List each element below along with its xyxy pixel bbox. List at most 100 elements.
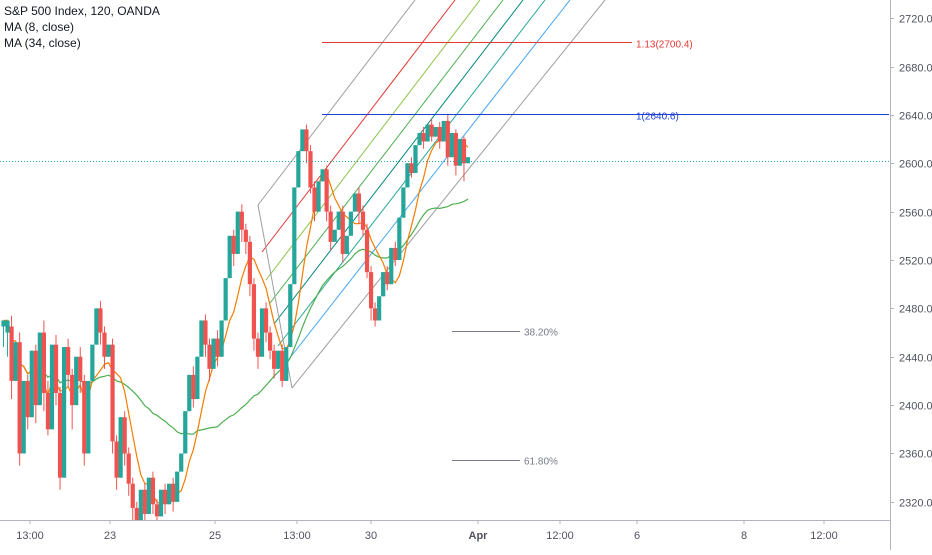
candle-body — [86, 380, 91, 454]
candle-body — [78, 356, 83, 381]
candle-body — [219, 320, 224, 357]
candle-body — [445, 120, 450, 158]
candle-body — [276, 350, 281, 369]
candle-body — [187, 374, 192, 412]
candle-body — [292, 187, 297, 285]
y-axis[interactable]: 2320.0 2360.0 2400.0 2440.0 2480.0 2520.0 2560… — [890, 0, 932, 550]
ma34-legend[interactable]: MA (34, close) — [4, 36, 81, 50]
y-tick-label: 2480.0 — [899, 304, 932, 316]
candle-body — [405, 163, 410, 188]
candle-body — [263, 308, 269, 333]
candle-body — [385, 272, 390, 285]
x-axis[interactable]: 13:00 23 25 13:00 30 Apr 12:00 6 8 12:00 — [0, 520, 890, 550]
candle-body — [183, 411, 188, 454]
candle-body — [162, 489, 168, 505]
candle-body — [130, 483, 135, 508]
candle-body — [381, 272, 386, 297]
level-label: 1(2640.6) — [636, 112, 679, 123]
candle-body — [114, 441, 119, 478]
x-tick-label: 12:00 — [546, 530, 574, 542]
candle-body — [61, 347, 67, 478]
candle-body — [308, 151, 313, 188]
candle-body — [231, 235, 236, 254]
x-tick-label: 13:00 — [283, 530, 311, 542]
pitchfork-line — [281, 0, 571, 369]
candle-body — [13, 342, 18, 381]
candle-body — [267, 332, 273, 351]
candle-body — [207, 344, 212, 369]
candle-body — [17, 342, 22, 454]
y-tick-label: 2520.0 — [899, 256, 932, 268]
candle-body — [239, 211, 244, 230]
level-lines[interactable]: 1.13(2700.4) 1(2640.6) — [322, 40, 889, 123]
candles — [1, 114, 471, 539]
candle-body — [57, 393, 63, 478]
candle-body — [33, 350, 38, 406]
candle-body — [82, 380, 87, 454]
fib-label: 61.80% — [524, 457, 558, 468]
candle-body — [453, 133, 458, 166]
candle-body — [373, 308, 378, 321]
symbol-title[interactable]: S&P 500 Index, 120, OANDA — [4, 4, 160, 18]
candle-body — [352, 193, 358, 212]
candle-body — [211, 338, 216, 369]
candle-body — [437, 126, 442, 142]
candle-body — [425, 124, 430, 142]
candle-body — [94, 308, 99, 345]
pitchfork-line — [291, 0, 606, 389]
candle-body — [429, 124, 434, 137]
candle-body — [364, 229, 370, 273]
candle-body — [465, 157, 471, 164]
candle-body — [45, 393, 51, 430]
candle-body — [288, 284, 293, 348]
candle-body — [389, 247, 394, 285]
ma8-legend[interactable]: MA (8, close) — [4, 20, 75, 34]
candle-body — [312, 187, 317, 212]
candle-body — [70, 374, 75, 406]
candle-body — [138, 489, 143, 527]
candle-body — [122, 417, 127, 454]
candle-body — [49, 344, 55, 430]
candle-body — [118, 417, 123, 478]
candle-body — [413, 145, 418, 173]
candle-body — [167, 483, 172, 505]
candle-body — [90, 344, 95, 381]
candle-body — [272, 350, 277, 369]
candle-body — [179, 453, 184, 472]
candle-body — [5, 320, 10, 333]
candle-body — [328, 211, 333, 242]
candle-body — [175, 471, 180, 502]
candle-body — [251, 284, 257, 339]
x-tick-label: 30 — [365, 530, 377, 542]
candle-body — [421, 133, 426, 142]
y-tick-label: 2560.0 — [899, 208, 932, 220]
pitchfork-line — [273, 0, 524, 325]
candle-body — [316, 181, 321, 212]
candle-body — [441, 120, 446, 142]
fib-retracement-drawing[interactable]: 38.20% 61.80% — [452, 328, 558, 468]
y-tick-label: 2720.0 — [899, 14, 932, 26]
candle-body — [356, 193, 362, 212]
candle-body — [25, 380, 30, 418]
candle-body — [37, 332, 42, 406]
candle-body — [336, 211, 341, 230]
candle-body — [158, 489, 164, 517]
y-tick-label: 2600.0 — [899, 159, 932, 171]
legend: S&P 500 Index, 120, OANDA MA (8, close) … — [4, 3, 160, 51]
x-tick-label: Apr — [469, 530, 489, 542]
candle-body — [449, 133, 454, 158]
candle-body — [74, 356, 79, 406]
candle-body — [304, 129, 309, 152]
candle-body — [324, 169, 329, 212]
candle-body — [360, 211, 366, 230]
x-tick-label: 23 — [104, 530, 116, 542]
candle-body — [215, 338, 220, 357]
candle-body — [243, 229, 248, 242]
candle-body — [348, 211, 353, 236]
plot-background — [0, 0, 890, 520]
candle-body — [461, 139, 467, 164]
candle-body — [66, 347, 71, 375]
candle-body — [457, 139, 463, 166]
